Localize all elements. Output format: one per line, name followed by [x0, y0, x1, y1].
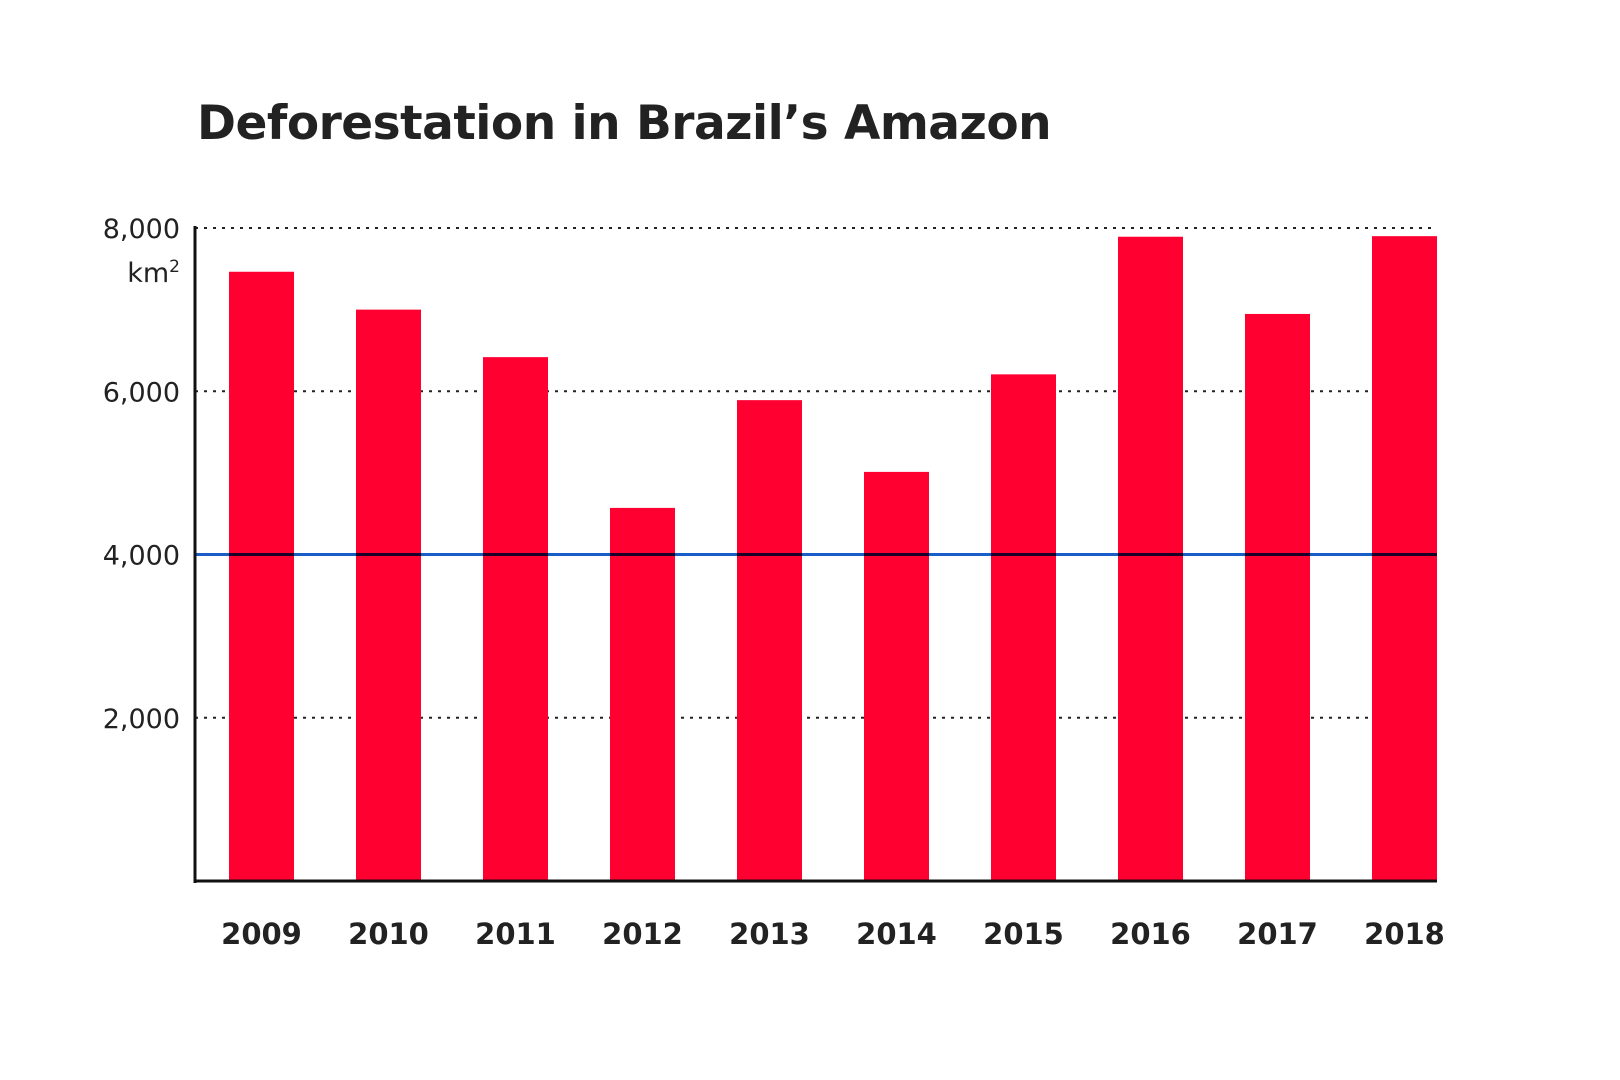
x-tick-label: 2011: [475, 917, 556, 951]
x-tick-label: 2015: [983, 917, 1064, 951]
chart-title: Deforestation in Brazil’s Amazon: [197, 96, 1052, 151]
x-tick-label: 2017: [1237, 917, 1318, 951]
bar-2012: [610, 507, 675, 881]
bar-2017: [1245, 313, 1310, 881]
y-axis-unit-label: km2: [127, 257, 180, 289]
y-tick-label: 6,000: [103, 377, 180, 408]
x-tick-label: 2009: [221, 917, 302, 951]
y-tick-label: 4,000: [103, 541, 180, 572]
y-tick-label: 2,000: [103, 704, 180, 735]
bar-2011: [483, 357, 548, 881]
x-tick-label: 2018: [1364, 917, 1445, 951]
x-tick-label: 2014: [856, 917, 937, 951]
x-tick-label: 2013: [729, 917, 810, 951]
bar-2016: [1118, 236, 1183, 881]
bar-2018: [1372, 236, 1437, 882]
x-tick-label: 2010: [348, 917, 429, 951]
bar-2014: [864, 471, 929, 881]
y-tick-label: 8,000: [103, 214, 180, 245]
x-tick-label: 2016: [1110, 917, 1191, 951]
bar-2010: [356, 309, 421, 881]
bar-2015: [991, 374, 1056, 881]
bar-2013: [737, 400, 802, 881]
x-tick-label: 2012: [602, 917, 683, 951]
bar-2009: [229, 271, 294, 882]
